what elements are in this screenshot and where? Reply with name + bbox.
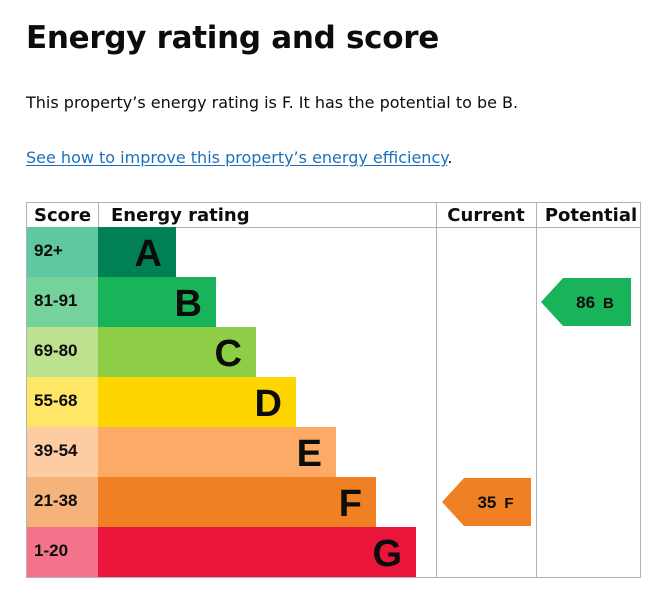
score-cell-d [27,377,98,427]
score-cell-b [27,277,98,327]
score-cell-e [27,427,98,477]
score-range-e: 39-54 [34,441,78,460]
header-current: Current [447,205,525,226]
score-cell-a [27,227,98,277]
band-letter-c: C [215,333,242,375]
page-title: Energy rating and score [26,20,439,56]
rating-arrows: 35 F 86 B [442,278,631,526]
improve-paragraph: See how to improve this property’s energ… [26,148,453,167]
header-potential: Potential [545,205,637,226]
rating-bands: 92+ A 81-91 B 69-80 C 55-68 D 39-54 E 21-38 F 1-20 G [27,227,416,577]
score-range-c: 69-80 [34,341,77,360]
score-range-b: 81-91 [34,291,77,310]
score-range-a: 92+ [34,241,63,260]
score-cell-g [27,527,98,577]
header-score: Score [34,205,91,226]
score-range-g: 1-20 [34,541,68,560]
band-bar-c [98,327,256,377]
current-arrow [442,478,531,526]
band-letter-d: D [255,383,282,425]
band-letter-a: A [135,233,162,275]
band-bar-d [98,377,296,427]
improve-efficiency-link[interactable]: See how to improve this property’s energ… [26,148,448,167]
band-bar-b [98,277,216,327]
score-cell-f [27,477,98,527]
band-bar-f [98,477,376,527]
band-letter-f: F [339,483,362,525]
potential-score-value: 86 [576,293,595,312]
score-cell-c [27,327,98,377]
potential-score-letter: B [603,295,614,312]
band-letter-e: E [297,433,322,475]
band-bar-a [98,227,176,277]
band-letter-g: G [372,533,402,575]
band-bar-g [98,527,416,577]
potential-arrow [541,278,631,326]
rating-summary: This property’s energy rating is F. It h… [26,93,519,112]
current-score-value: 35 [477,493,496,512]
current-rating-label: 35 F [477,493,513,512]
band-letter-b: B [175,283,202,325]
band-bar-e [98,427,336,477]
current-score-letter: F [504,495,513,512]
potential-rating-label: 86 B [576,293,614,312]
header-energy-rating: Energy rating [111,205,250,226]
chart-border [26,202,641,578]
link-suffix: . [447,148,453,167]
score-range-d: 55-68 [34,391,77,410]
score-range-f: 21-38 [34,491,77,510]
